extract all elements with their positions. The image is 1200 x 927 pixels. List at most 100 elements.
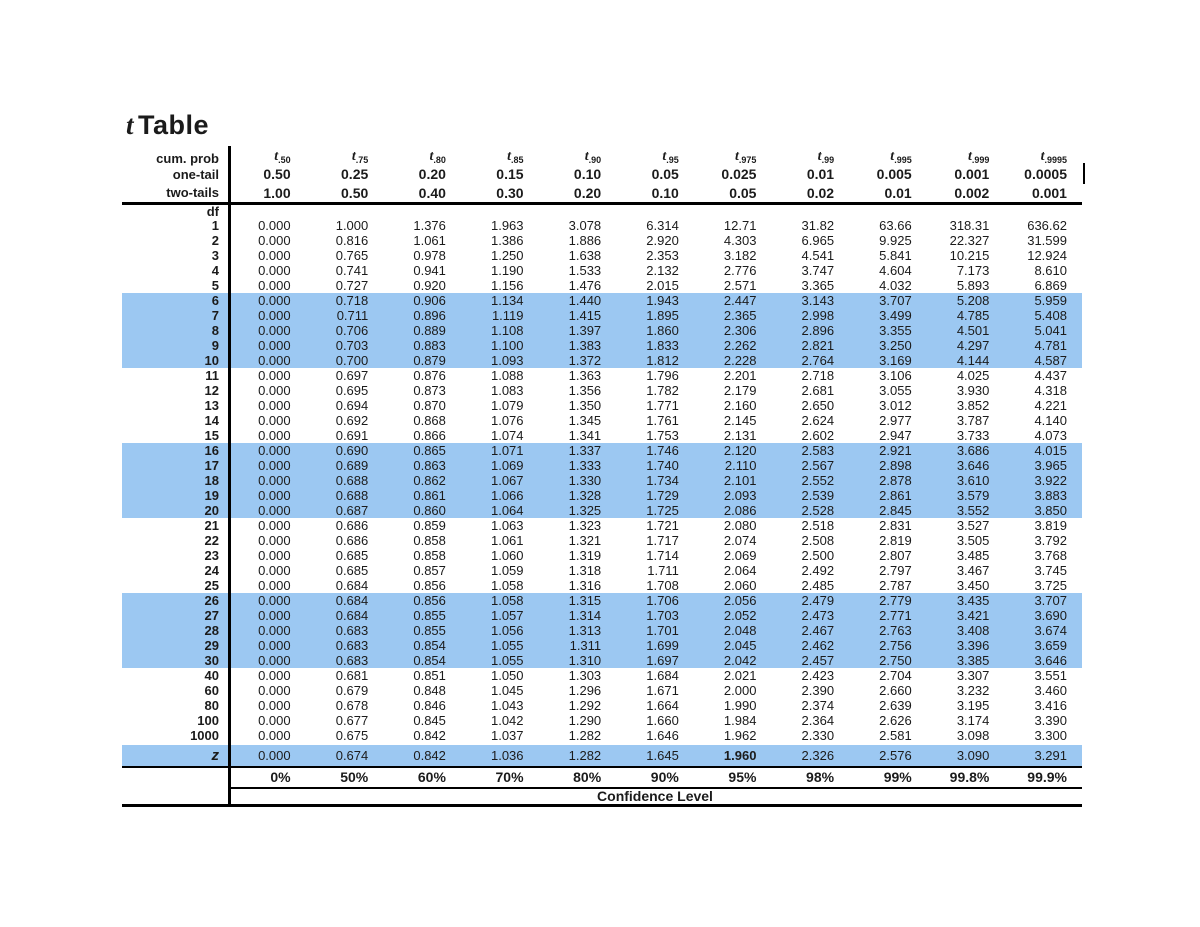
data-cell: 1.984 [723, 713, 757, 728]
data-cell: 0.868 [413, 413, 446, 428]
data-cell: 0.000 [258, 413, 291, 428]
data-cell: 0.706 [335, 323, 369, 338]
df-cell: 6 [211, 293, 219, 308]
data-cell: 0.688 [335, 473, 369, 488]
data-cell: 3.579 [956, 488, 990, 503]
data-cell: 1.350 [568, 398, 602, 413]
data-cell: 3.610 [956, 473, 990, 488]
two-tails-prob-cell: 0.40 [418, 185, 446, 201]
data-cell: 3.527 [956, 518, 990, 533]
data-cell: 1.063 [490, 518, 524, 533]
data-cell: 4.032 [879, 278, 912, 293]
data-cell: 2.861 [879, 488, 912, 503]
df-cell: 1000 [190, 728, 219, 743]
data-cell: 1.345 [568, 413, 602, 428]
data-cell: 1.058 [490, 578, 524, 593]
data-cell: 0.683 [335, 623, 369, 638]
data-cell: 1.386 [490, 233, 524, 248]
data-cell: 3.690 [1034, 608, 1067, 623]
data-cell: 5.841 [879, 248, 912, 263]
data-cell: 3.646 [956, 458, 990, 473]
data-cell: 2.064 [723, 563, 757, 578]
z-value-cell: 3.090 [956, 748, 990, 763]
data-cell: 1.060 [490, 548, 524, 563]
data-cell: 0.870 [413, 398, 446, 413]
data-cell: 0.686 [335, 533, 369, 548]
table-row-df-12: 12 0.000 0.695 0.873 1.083 1.356 1.782 2.179 2.6… [122, 383, 1082, 398]
data-cell: 2.462 [801, 638, 835, 653]
data-cell: 1.059 [490, 563, 524, 578]
data-cell: 0.873 [413, 383, 446, 398]
data-cell: 3.747 [801, 263, 835, 278]
data-cell: 0.694 [335, 398, 369, 413]
data-cell: 2.977 [879, 413, 912, 428]
data-cell: 1.056 [490, 623, 524, 638]
data-cell: 4.781 [1034, 338, 1067, 353]
data-cell: 0.688 [335, 488, 369, 503]
df-cell: 12 [204, 383, 219, 398]
data-cell: 2.750 [879, 653, 912, 668]
data-cell: 0.845 [413, 713, 446, 728]
data-cell: 1.100 [490, 338, 524, 353]
data-cell: 2.015 [646, 278, 679, 293]
data-cell: 2.110 [724, 458, 757, 473]
data-cell: 1.671 [646, 683, 679, 698]
data-cell: 1.771 [646, 398, 679, 413]
data-cell: 2.492 [801, 563, 835, 578]
data-cell: 2.571 [723, 278, 757, 293]
data-cell: 7.173 [956, 263, 990, 278]
data-cell: 2.920 [646, 233, 679, 248]
data-cell: 2.528 [801, 503, 835, 518]
data-cell: 0.000 [258, 248, 291, 263]
z-value-cell: 1.960 [723, 748, 757, 763]
data-cell: 2.500 [801, 548, 835, 563]
z-value-cell: 1.036 [490, 748, 524, 763]
data-cell: 2.602 [801, 428, 835, 443]
data-cell: 0.000 [258, 398, 291, 413]
data-cell: 9.925 [879, 233, 912, 248]
one-tail-prob-cell: 0.005 [876, 166, 912, 182]
t-quantile-header: t.99 [817, 149, 835, 165]
data-cell: 1.064 [490, 503, 524, 518]
data-cell: 2.132 [646, 263, 679, 278]
data-cell: 0.684 [335, 593, 369, 608]
data-cell: 1.796 [646, 368, 679, 383]
df-cell: 8 [211, 323, 219, 338]
two-tails-prob-cell: 1.00 [263, 185, 291, 201]
df-cell: 9 [211, 338, 219, 353]
data-cell: 0.000 [258, 308, 291, 323]
data-cell: 4.015 [1034, 443, 1067, 458]
data-cell: 1.045 [490, 683, 524, 698]
data-cell: 0.856 [413, 578, 446, 593]
data-cell: 1.055 [490, 653, 524, 668]
data-cell: 1.119 [491, 308, 524, 323]
data-cell: 2.831 [879, 518, 912, 533]
data-cell: 1.533 [568, 263, 602, 278]
table-row-df-20: 20 0.000 0.687 0.860 1.064 1.325 1.725 2.086 2.5… [122, 503, 1082, 518]
data-cell: 2.787 [879, 578, 912, 593]
data-cell: 3.707 [879, 293, 912, 308]
data-cell: 2.101 [723, 473, 757, 488]
confidence-percent-cell: 50% [340, 769, 369, 785]
data-cell: 0.000 [258, 608, 291, 623]
data-cell: 0.855 [413, 608, 446, 623]
data-cell: 0.687 [335, 503, 369, 518]
data-cell: 0.689 [335, 458, 369, 473]
data-cell: 636.62 [1027, 218, 1067, 233]
data-cell: 1.296 [568, 683, 602, 698]
header-divider-line [122, 202, 1082, 205]
page-title: t Table [126, 110, 209, 141]
data-cell: 2.262 [723, 338, 757, 353]
data-cell: 0.727 [335, 278, 369, 293]
data-cell: 0.883 [413, 338, 446, 353]
data-cell: 0.675 [335, 728, 369, 743]
data-cell: 1.314 [568, 608, 602, 623]
two-tails-prob-cell: 0.01 [884, 185, 912, 201]
z-value-cell: 3.291 [1034, 748, 1067, 763]
data-cell: 1.071 [490, 443, 524, 458]
data-cell: 1.076 [490, 413, 524, 428]
data-cell: 3.421 [956, 608, 990, 623]
table-row-df-7: 7 0.000 0.711 0.896 1.119 1.415 1.895 2.365 2.99… [122, 308, 1082, 323]
data-cell: 0.683 [335, 653, 369, 668]
